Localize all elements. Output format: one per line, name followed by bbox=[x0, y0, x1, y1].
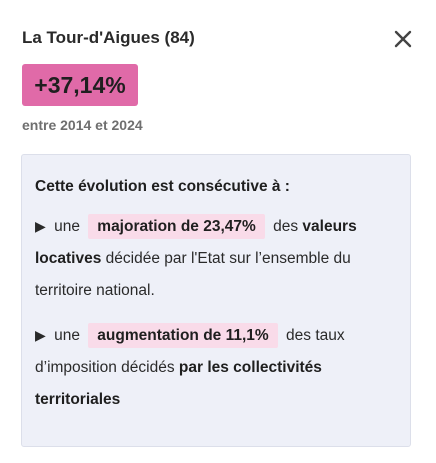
explanation-item: ▶ une augmentation de 11,1% des taux d’i… bbox=[35, 319, 401, 416]
item-text: des taux d’imposition décidés bbox=[35, 327, 345, 376]
item-bold-text: valeurs locatives bbox=[35, 218, 357, 267]
item-bold-text: par les collectivités territoriales bbox=[35, 359, 322, 408]
period-label: entre 2014 et 2024 bbox=[22, 117, 143, 133]
close-button[interactable] bbox=[392, 28, 414, 50]
close-icon bbox=[394, 30, 412, 48]
bullet-triangle-icon: ▶ bbox=[35, 327, 46, 343]
highlight-augmentation: augmentation de 11,1% bbox=[88, 323, 278, 348]
explanation-box: Cette évolution est consécutive à : ▶ un… bbox=[21, 154, 411, 447]
item-prefix: une bbox=[54, 218, 80, 235]
item-text: des bbox=[273, 218, 299, 235]
explanation-title: Cette évolution est consécutive à : bbox=[35, 178, 290, 195]
highlight-majoration: majoration de 23,47% bbox=[88, 214, 265, 239]
bullet-triangle-icon: ▶ bbox=[35, 218, 46, 234]
municipality-title: La Tour-d'Aigues (84) bbox=[22, 28, 195, 47]
explanation-item: ▶ une majoration de 23,47% des valeurs l… bbox=[35, 210, 401, 307]
evolution-badge: +37,14% bbox=[22, 64, 138, 106]
item-text-continued: décidée par l'Etat sur l’ensemble du ter… bbox=[35, 250, 351, 299]
item-prefix: une bbox=[54, 327, 80, 344]
